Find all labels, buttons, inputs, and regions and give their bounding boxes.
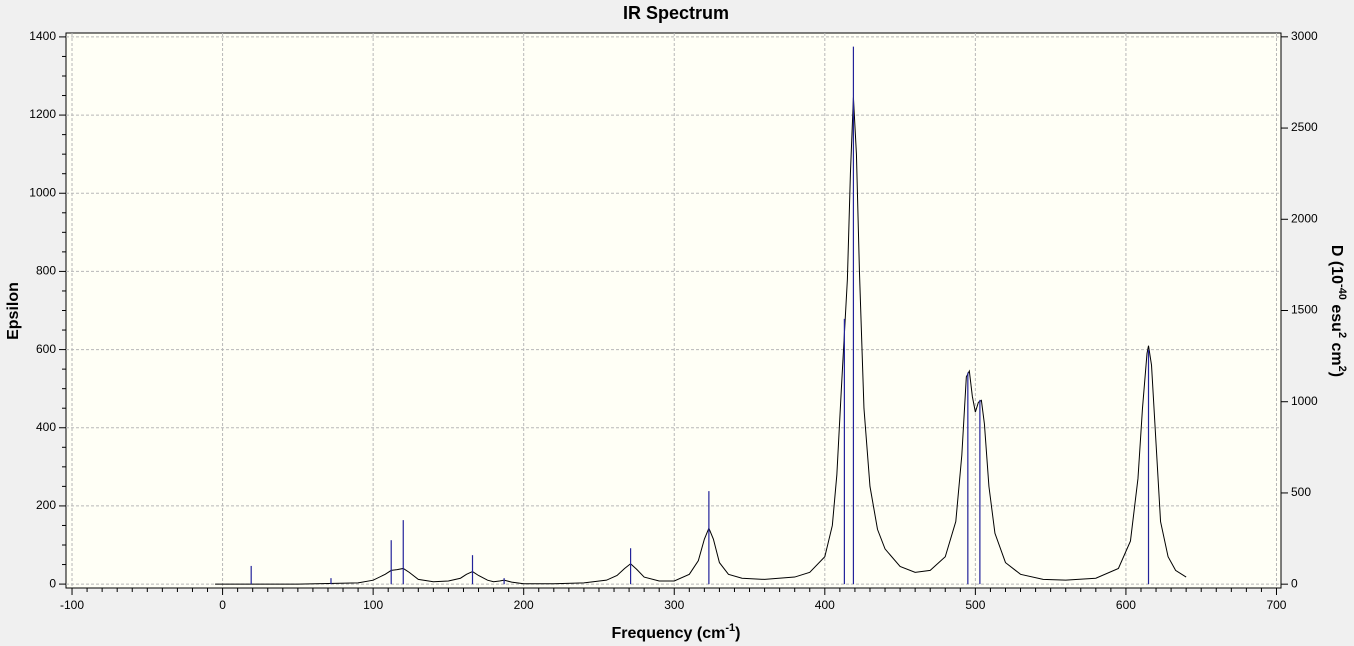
y-tick-label: 800 (36, 264, 56, 278)
y2-tick-label: 0 (1291, 576, 1298, 590)
y2-tick-label: 2500 (1291, 120, 1318, 134)
label-superscript: -40 (1336, 284, 1348, 300)
y2-tick-label: 3000 (1291, 29, 1318, 43)
x-tick-label: 600 (1116, 598, 1136, 612)
y-tick-label: 600 (36, 342, 56, 356)
x-tick-label: 100 (363, 598, 383, 612)
x-tick-label: 500 (965, 598, 985, 612)
x-tick-label: 400 (815, 598, 835, 612)
label-superscript: 2 (1336, 332, 1348, 338)
x-tick-label: 0 (219, 598, 226, 612)
label-part: Frequency (cm (612, 625, 726, 642)
spectrum-line (215, 97, 1187, 585)
y-tick-label: 400 (36, 420, 56, 434)
x-tick-label: -100 (60, 598, 84, 612)
y-tick-label: 1000 (29, 185, 56, 199)
y-tick-label: 200 (36, 498, 56, 512)
label-part: cm (1328, 338, 1345, 366)
plot-area (65, 32, 1282, 589)
y2-tick-label: 1000 (1291, 394, 1318, 408)
y-tick-label: 1400 (29, 29, 56, 43)
chart-title: IR Spectrum (623, 3, 729, 23)
y-tick-label: 0 (49, 576, 56, 590)
y2-tick-label: 500 (1291, 485, 1311, 499)
x-tick-label: 200 (514, 598, 534, 612)
y2-tick-label: 2000 (1291, 211, 1318, 225)
x-tick-label: 700 (1266, 598, 1286, 612)
x-axis-label: Frequency (cm-1) (612, 622, 741, 642)
label-part: ) (735, 625, 740, 642)
label-part: ) (1328, 372, 1345, 377)
label-part: D (10 (1328, 245, 1345, 284)
label-superscript: -1 (725, 622, 735, 634)
label-superscript: 2 (1336, 366, 1348, 372)
x-tick-label: 300 (664, 598, 684, 612)
y-axis-label: Epsilon (5, 282, 22, 340)
label-part: esu (1328, 300, 1345, 332)
y2-axis-label: D (10-40 esu2 cm2) (1328, 245, 1348, 377)
y-tick-label: 1200 (29, 107, 56, 121)
y2-tick-label: 1500 (1291, 303, 1318, 317)
